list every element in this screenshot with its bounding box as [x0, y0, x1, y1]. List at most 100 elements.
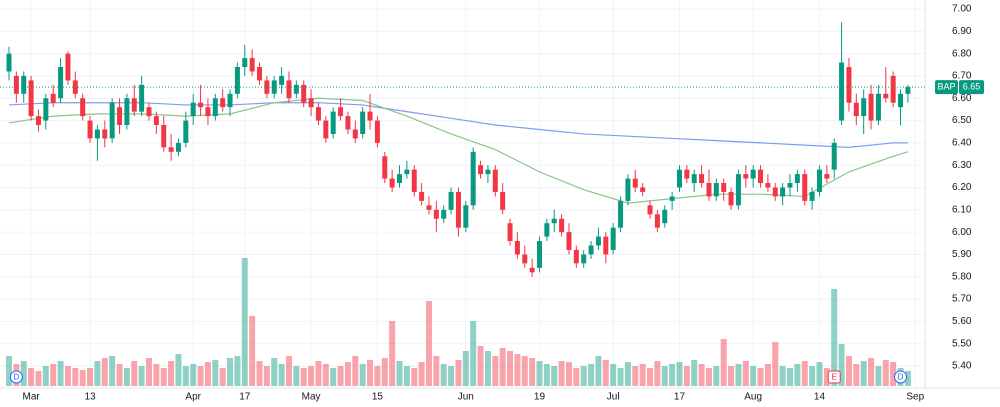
- candle-body: [257, 67, 263, 81]
- y-tick-label: 7.00: [952, 4, 972, 15]
- y-tick-label: 6.90: [952, 26, 972, 37]
- candle-body: [721, 183, 727, 192]
- volume-bar: [565, 362, 572, 386]
- volume-bar: [6, 356, 12, 386]
- candle-body: [573, 249, 579, 264]
- candle-body: [308, 98, 314, 108]
- candle-body: [6, 53, 12, 72]
- candle-body: [868, 93, 874, 121]
- volume-bar: [698, 364, 705, 386]
- candle-body: [765, 183, 771, 188]
- volume-bar: [735, 364, 742, 386]
- volume-bar: [145, 358, 152, 386]
- volume-bar: [868, 358, 875, 386]
- volume-bar: [691, 360, 698, 386]
- candle-body: [102, 129, 108, 139]
- candle-body: [485, 169, 491, 175]
- volume-bar: [588, 364, 595, 386]
- candle-body: [669, 196, 675, 201]
- volume-bar: [558, 361, 565, 386]
- volume-bar: [418, 362, 425, 386]
- event-label: E: [832, 373, 837, 382]
- volume-bar: [300, 368, 307, 386]
- volume-bar: [507, 351, 514, 386]
- volume-bar: [875, 366, 882, 386]
- volume-bar: [551, 366, 558, 386]
- volume-bar: [241, 258, 248, 386]
- volume-bar: [904, 371, 911, 386]
- y-tick-label: 6.30: [952, 160, 972, 171]
- candle-body: [441, 209, 447, 219]
- candle-body: [647, 205, 653, 215]
- candle-body: [168, 147, 174, 152]
- event-badge: [894, 370, 908, 384]
- volume-bar: [433, 356, 440, 386]
- volume-bar: [227, 358, 234, 386]
- volume-bar: [330, 368, 337, 386]
- volume-bar: [809, 366, 816, 386]
- candle-body: [676, 169, 682, 188]
- volume-bar: [750, 366, 757, 386]
- volume-bar: [204, 362, 211, 386]
- volume-bar: [42, 366, 49, 386]
- candle-body: [625, 178, 631, 201]
- volume-bar: [72, 368, 79, 386]
- candle-body: [595, 236, 601, 246]
- event-badge: [827, 370, 841, 384]
- candle-body: [743, 174, 749, 179]
- candle-body: [853, 102, 859, 117]
- candle-body: [183, 120, 189, 143]
- volume-bar: [411, 368, 418, 386]
- volume-bar: [794, 364, 801, 386]
- volume-bar: [521, 356, 528, 386]
- y-tick-label: 5.80: [952, 271, 972, 282]
- event-marker: D: [9, 370, 23, 384]
- volume-bar: [713, 366, 720, 386]
- candle-body: [566, 232, 572, 250]
- volume-bar: [190, 364, 197, 386]
- candle-body: [330, 111, 336, 134]
- volume-bar: [617, 368, 624, 386]
- candle-body: [360, 111, 366, 134]
- candle-body: [816, 169, 822, 192]
- candle-body: [794, 174, 800, 184]
- y-tick-label: 6.20: [952, 182, 972, 193]
- candle-body: [824, 174, 830, 179]
- candle-body: [249, 58, 255, 72]
- volume-bar: [109, 356, 116, 386]
- candle-body: [846, 67, 852, 103]
- volume-bar: [595, 356, 602, 386]
- volume-bar: [816, 362, 823, 386]
- candle-body: [691, 174, 697, 184]
- candle-body: [65, 53, 71, 81]
- candle-body: [404, 169, 410, 175]
- candle-body: [374, 120, 380, 143]
- volume-bar: [890, 362, 897, 386]
- candle-body: [131, 98, 137, 112]
- candle-body: [175, 142, 181, 152]
- candle-body: [153, 116, 159, 126]
- volume-bar: [632, 366, 639, 386]
- volume-bar: [35, 371, 42, 386]
- candle-body: [699, 174, 705, 184]
- volume-bar: [448, 366, 455, 386]
- y-tick-label: 6.10: [952, 204, 972, 215]
- candle-body: [559, 218, 565, 233]
- candle-body: [470, 151, 476, 206]
- candle-body: [161, 125, 167, 148]
- volume-bar: [669, 364, 676, 386]
- candle-body: [139, 84, 145, 112]
- volume-bar: [396, 361, 403, 386]
- volume-bar: [50, 364, 57, 386]
- candle-body: [758, 169, 764, 184]
- event-label: D: [13, 373, 19, 382]
- candle-body: [389, 178, 395, 188]
- volume-bar: [499, 348, 506, 386]
- candle-body: [323, 120, 329, 139]
- volume-bar: [212, 360, 219, 386]
- volume-bar: [64, 366, 71, 386]
- candle-body: [87, 120, 93, 139]
- volume-bar: [123, 368, 130, 386]
- candle-body: [898, 93, 904, 108]
- volume-bar: [860, 361, 867, 386]
